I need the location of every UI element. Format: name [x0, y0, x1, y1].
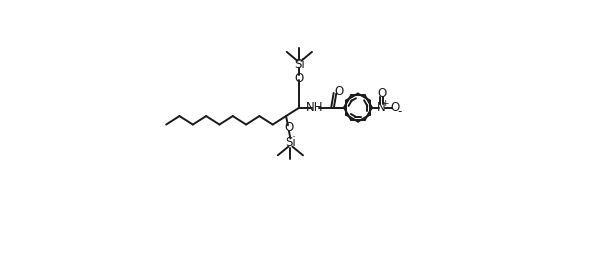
Text: O: O	[334, 85, 343, 98]
Text: N: N	[377, 101, 386, 114]
Text: -: -	[397, 105, 402, 118]
Text: O: O	[390, 101, 400, 114]
Text: O: O	[285, 121, 294, 134]
Text: NH: NH	[306, 100, 324, 114]
Text: Si: Si	[294, 58, 305, 71]
Text: Si: Si	[285, 136, 295, 149]
Text: O: O	[295, 72, 304, 85]
Text: +: +	[382, 99, 389, 108]
Text: O: O	[377, 87, 387, 99]
